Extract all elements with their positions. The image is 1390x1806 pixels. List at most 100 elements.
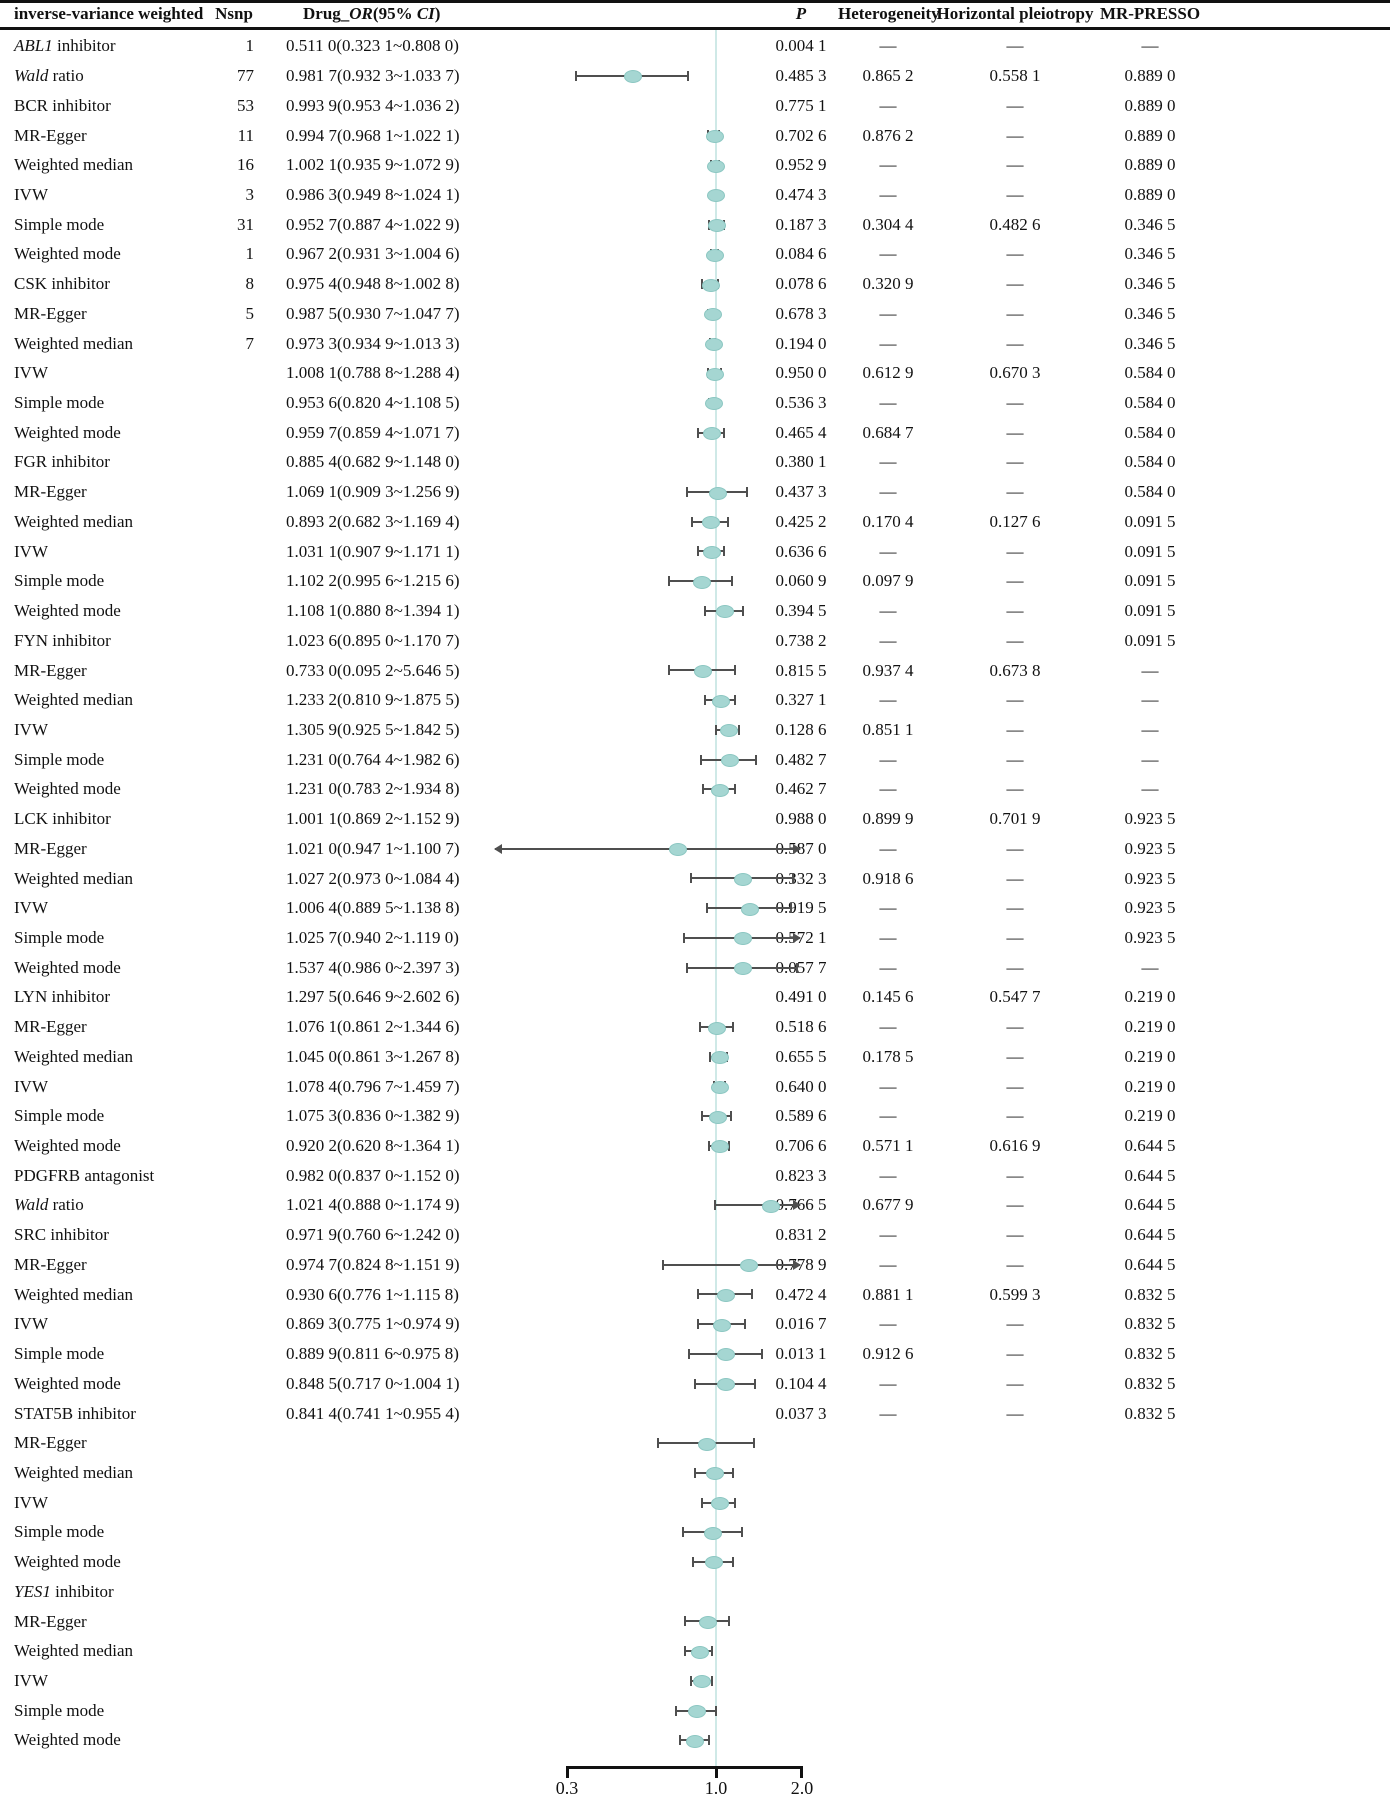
p-value: 0.037 3 [775,1403,827,1423]
or-point-marker [701,278,720,292]
heterogeneity-value: — [879,1076,897,1096]
p-value: 0.636 6 [775,541,827,561]
heterogeneity-value: — [879,1373,897,1393]
or-point-marker [713,1318,732,1332]
or-point-marker [716,605,735,619]
row-label: Weighted median [14,1462,134,1482]
or-point-marker [710,1497,729,1511]
mr-presso-value: 0.584 0 [1124,422,1176,442]
mr-presso-value: 0.584 0 [1124,452,1176,472]
ci-bar [714,1204,800,1207]
pleiotropy-value: — [1006,482,1024,502]
ci-cap-left [686,487,689,498]
heterogeneity-value: 0.937 4 [862,660,914,680]
nsnp-value: 1 [245,36,255,56]
p-value: 0.775 1 [775,95,827,115]
or-point-marker [624,70,643,84]
p-value: 0.589 6 [775,1106,827,1126]
ci-header-italic: CI [416,4,435,23]
heterogeneity-value: 0.571 1 [862,1136,914,1156]
mr-presso-value: 0.584 0 [1124,482,1176,502]
ci-cap-left [681,1527,684,1538]
or-ci-value: 1.231 0(0.764 4~1.982 6) [286,749,460,769]
ci-cap-right [733,695,736,706]
forest-row: Simple mode [0,1517,1390,1547]
heterogeneity-value: — [879,482,897,502]
nsnp-value: 7 [245,333,255,353]
pleiotropy-value: — [1006,125,1024,145]
or-ci-value: 1.078 4(0.796 7~1.459 7) [286,1076,460,1096]
mr-presso-value: 0.644 5 [1124,1195,1176,1215]
mr-presso-value: 0.091 5 [1124,571,1176,591]
ci-cap-right [754,1378,757,1389]
or-point-marker [710,783,729,797]
mr-presso-value: 0.219 0 [1124,987,1176,1007]
forest-row: Simple mode 1.102 2(0.995 6~1.215 6) 0.060… [0,566,1390,596]
x-axis-label-20: 2.0 [790,1778,814,1798]
mr-presso-value: 0.832 5 [1124,1314,1176,1334]
row-label: Weighted median [14,1046,134,1066]
pleiotropy-value: — [1006,1314,1024,1334]
nsnp-value: 11 [237,125,254,145]
p-value: 0.104 4 [775,1373,827,1393]
ci-cap-right [752,1438,755,1449]
heterogeneity-value: 0.912 6 [862,1344,914,1364]
nsnp-value: 31 [237,214,254,234]
mr-presso-value: 0.346 5 [1124,214,1176,234]
row-label: STAT5B inhibitor [14,1403,136,1423]
ci-cap-right [722,546,725,557]
row-label: MR-Egger [14,660,87,680]
heterogeneity-value: — [879,630,897,650]
forest-row: Weighted mode [0,1725,1390,1755]
forest-row: IVW 0.869 3(0.775 1~0.974 9) 0.016 7 — — 0.83… [0,1309,1390,1339]
or-point-marker [733,932,752,946]
or-ci-value: 1.069 1(0.909 3~1.256 9) [286,482,460,502]
or-ci-value: 1.001 1(0.869 2~1.152 9) [286,809,460,829]
p-value: 0.655 5 [775,1046,827,1066]
row-label: Simple mode [14,1106,105,1126]
heterogeneity-value: — [879,244,897,264]
or-point-marker [740,1259,759,1273]
row-label: Simple mode [14,571,105,591]
row-label: Weighted mode [14,779,121,799]
or-ci-value: 1.108 1(0.880 8~1.394 1) [286,601,460,621]
heterogeneity-value: — [879,185,897,204]
ci-cap-left [703,695,706,706]
ci-cap-right [727,1616,730,1627]
or-point-marker [702,545,721,559]
heterogeneity-value: 0.684 7 [862,422,914,442]
pleiotropy-value: 0.558 1 [989,66,1041,86]
forest-row: IVW 1.008 1(0.788 8~1.288 4) 0.950 0 0.612 … [0,358,1390,388]
forest-row: Weighted median 0.893 2(0.682 3~1.169 4) 0… [0,507,1390,537]
mr-presso-value: 0.219 0 [1124,1076,1176,1096]
or-point-marker [704,1556,723,1570]
row-label: IVW [14,1076,48,1096]
row-label: IVW [14,898,48,918]
or-ci-value: 1.027 2(0.973 0~1.084 4) [286,868,460,888]
or-point-marker [708,1110,727,1124]
forest-row: Weighted mode 0.848 5(0.717 0~1.004 1) 0.1… [0,1369,1390,1399]
pleiotropy-value: 0.482 6 [989,214,1041,234]
row-label: CSK inhibitor [14,274,110,294]
mr-presso-value: 0.889 0 [1124,185,1176,204]
p-value: 0.394 5 [775,601,827,621]
mr-presso-value: 0.584 0 [1124,393,1176,413]
mr-presso-value: 0.889 0 [1124,95,1176,115]
ci-cap-left [668,576,671,587]
row-label: Weighted mode [14,1373,121,1393]
or-ci-value: 0.986 3(0.949 8~1.024 1) [286,185,460,204]
pleiotropy-value: — [1006,1225,1024,1245]
pleiotropy-value: — [1006,779,1024,799]
or-point-marker [733,962,752,976]
or-ci-value: 0.994 7(0.968 1~1.022 1) [286,125,460,145]
heterogeneity-value: — [879,303,897,323]
forest-row: IVW [0,1666,1390,1696]
forest-row: MR-Egger 1.076 1(0.861 2~1.344 6) 0.518 6 —… [0,1012,1390,1042]
forest-row: MR-Egger 11 0.994 7(0.968 1~1.022 1) 0.702 … [0,121,1390,151]
row-label: Weighted median [14,1641,134,1661]
mr-presso-value: 0.644 5 [1124,1136,1176,1156]
row-label: IVW [14,1671,48,1690]
ci-cap-right [796,962,799,973]
pleiotropy-value: — [1006,1046,1024,1066]
forest-row: LYN inhibitor 1.297 5(0.646 9~2.602 6) 0.4… [0,982,1390,1012]
